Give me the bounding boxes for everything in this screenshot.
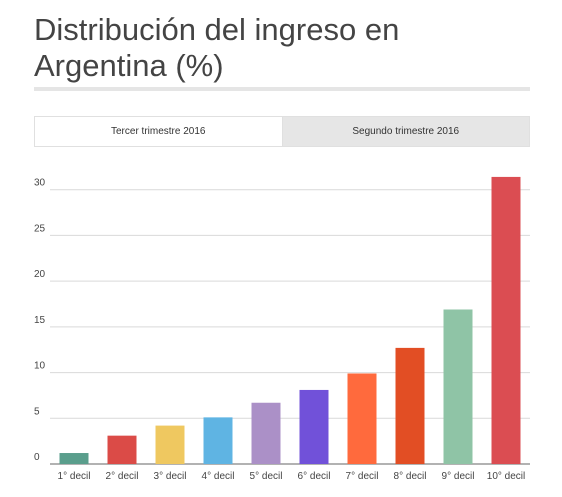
bar[interactable] (299, 389, 329, 464)
bar[interactable] (347, 373, 377, 464)
bar[interactable] (443, 309, 473, 464)
bar[interactable] (107, 435, 137, 464)
bar[interactable] (251, 402, 281, 464)
x-category-label: 2° decil (106, 471, 139, 482)
bar[interactable] (203, 417, 233, 464)
x-category-label: 7° decil (346, 471, 379, 482)
bar-chart: 0 5 10 15 20 25 30 1° decil 2° decil 3° decil 4° d… (0, 150, 562, 497)
bar-chart-svg: 0 5 10 15 20 25 30 1° decil 2° decil 3° decil 4° d… (34, 176, 530, 482)
y-tick-label: 25 (34, 223, 46, 234)
bar[interactable] (59, 453, 89, 464)
x-category-label: 9° decil (442, 471, 475, 482)
bar[interactable] (155, 425, 185, 464)
tab-segundo-trimestre[interactable]: Segundo trimestre 2016 (352, 126, 460, 137)
tab-bar: Tercer trimestre 2016 Segundo trimestre … (34, 116, 530, 147)
y-tick-label: 20 (34, 269, 46, 280)
x-category-label: 3° decil (154, 471, 187, 482)
x-category-label: 5° decil (250, 471, 283, 482)
page-title: Distribución del ingreso en Argentina (%… (34, 12, 400, 83)
y-tick-label: 5 (34, 406, 40, 417)
bar[interactable] (395, 347, 425, 464)
y-tick-label: 10 (34, 361, 46, 372)
bar[interactable] (491, 176, 521, 464)
y-tick-label: 30 (34, 178, 46, 189)
x-category-label: 10° decil (487, 471, 525, 482)
title-divider (34, 87, 530, 91)
x-category-label: 4° decil (202, 471, 235, 482)
x-category-label: 8° decil (394, 471, 427, 482)
y-tick-label: 0 (34, 452, 40, 463)
x-category-label: 1° decil (58, 471, 91, 482)
tab-tercer-trimestre[interactable]: Tercer trimestre 2016 (35, 117, 283, 146)
x-category-label: 6° decil (298, 471, 331, 482)
y-tick-label: 15 (34, 315, 46, 326)
